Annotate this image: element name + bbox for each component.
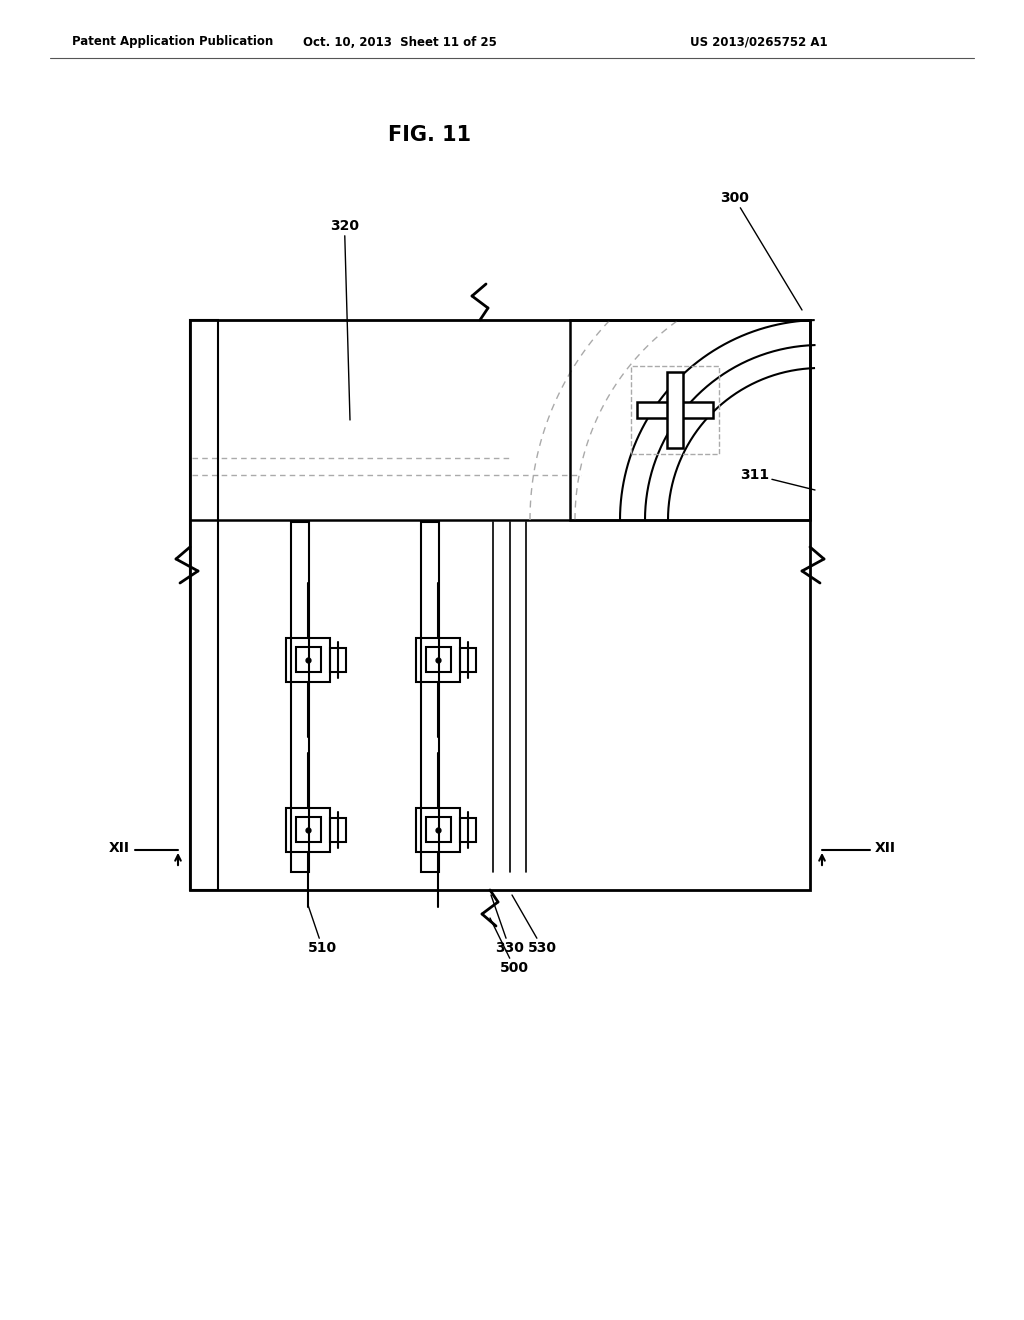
Bar [460, 648, 476, 672]
Bar [286, 808, 330, 851]
Bar [190, 319, 810, 890]
Bar [291, 521, 309, 873]
Text: 500: 500 [490, 917, 529, 975]
Bar [637, 403, 713, 418]
Bar [190, 319, 218, 890]
Text: XII: XII [109, 841, 130, 855]
Bar [426, 647, 451, 672]
Text: US 2013/0265752 A1: US 2013/0265752 A1 [690, 36, 827, 49]
Bar [296, 647, 321, 672]
Text: 311: 311 [740, 469, 815, 490]
Text: 300: 300 [720, 191, 802, 310]
Text: 330: 330 [490, 895, 524, 954]
Bar [286, 638, 330, 682]
Bar [416, 808, 460, 851]
Bar [296, 817, 321, 842]
Bar [460, 818, 476, 842]
Text: 320: 320 [330, 219, 359, 420]
Bar [416, 638, 460, 682]
Text: FIG. 11: FIG. 11 [388, 125, 472, 145]
Text: 510: 510 [308, 906, 337, 954]
Bar [426, 817, 451, 842]
Bar [330, 648, 346, 672]
Bar [667, 372, 683, 447]
Text: 530: 530 [512, 895, 557, 954]
Bar [570, 319, 810, 520]
Bar [330, 818, 346, 842]
Text: XII: XII [874, 841, 896, 855]
Text: Oct. 10, 2013  Sheet 11 of 25: Oct. 10, 2013 Sheet 11 of 25 [303, 36, 497, 49]
Text: Patent Application Publication: Patent Application Publication [72, 36, 273, 49]
Bar [421, 521, 439, 873]
Bar [631, 366, 719, 454]
